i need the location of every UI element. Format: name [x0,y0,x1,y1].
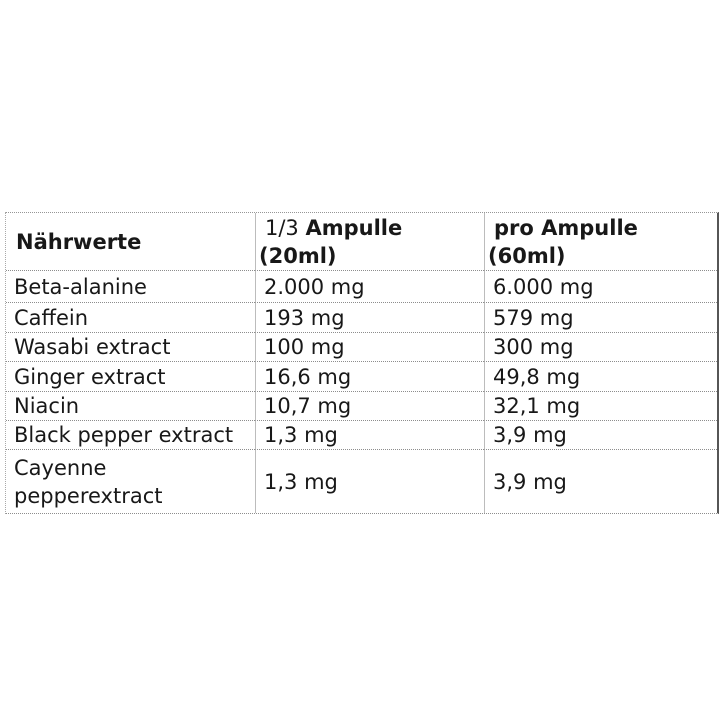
nutrition-table-container: Nährwerte 1/3 Ampulle (20ml) pro Ampulle… [5,212,719,514]
value-60ml-cell: 32,1 mg [484,391,717,420]
table-row: Black pepper extract 1,3 mg 3,9 mg [6,420,717,449]
header-60ml-line1: pro Ampulle [494,215,638,240]
table-row: Wasabi extract 100 mg 300 mg [6,332,717,361]
table-row: Cayenne pepperextract 1,3 mg 3,9 mg [6,449,717,513]
nutrient-name-cell: Ginger extract [6,361,255,391]
header-60ml: pro Ampulle (60ml) [484,213,717,271]
value-60ml-cell: 300 mg [484,332,717,361]
value-60ml-cell: 49,8 mg [484,361,717,391]
table-row: Niacin 10,7 mg 32,1 mg [6,391,717,420]
header-row: Nährwerte 1/3 Ampulle (20ml) pro Ampulle… [6,213,717,271]
value-20ml-cell: 1,3 mg [255,449,484,513]
header-nutrients-label: Nährwerte [16,229,142,254]
nutrient-name-cell: Beta-alanine [14,274,147,299]
value-20ml-cell: 2.000 mg [255,271,484,302]
header-20ml-bold: Ampulle [305,215,403,240]
table-row: Ginger extract 16,6 mg 49,8 mg [6,361,717,391]
value-20ml-cell: 10,7 mg [255,391,484,420]
table-row: Beta-alanine 2.000 mg 6.000 mg [6,271,717,302]
nutrition-table: Nährwerte 1/3 Ampulle (20ml) pro Ampulle… [5,212,719,514]
value-20ml-cell: 100 mg [255,332,484,361]
nutrient-name-cell: Niacin [6,391,255,420]
value-20ml-cell: 1,3 mg [255,420,484,449]
value-60ml-cell: 3,9 mg [484,449,717,513]
header-20ml: 1/3 Ampulle (20ml) [255,213,484,271]
value-60ml-cell: 6.000 mg [484,271,717,302]
value-20ml-cell: 193 mg [255,302,484,332]
value-20ml-cell: 16,6 mg [255,361,484,391]
table-row: Caffein 193 mg 579 mg [6,302,717,332]
header-20ml-prefix: 1/3 [265,215,306,240]
nutrient-name-cell: Black pepper extract [6,420,255,449]
header-60ml-line2: (60ml) [488,243,566,268]
value-60ml-cell: 3,9 mg [484,420,717,449]
nutrient-name-cell: Cayenne pepperextract [6,449,255,513]
header-20ml-line2: (20ml) [259,243,337,268]
nutrient-name-cell: Caffein [6,302,255,332]
nutrient-name-cell: Wasabi extract [6,332,255,361]
header-nutrients: Nährwerte [6,213,255,271]
value-60ml-cell: 579 mg [484,302,717,332]
